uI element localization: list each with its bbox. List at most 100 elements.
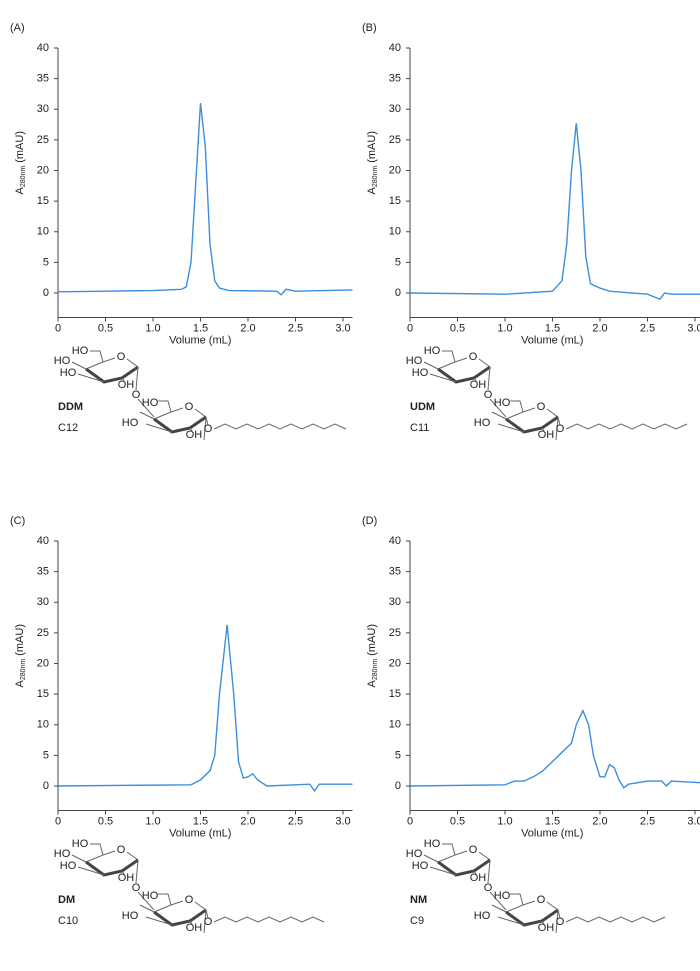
x-tick-label: 1.0	[497, 322, 512, 334]
y-axis-title-part: (mAU)	[14, 131, 26, 163]
bond	[555, 909, 559, 934]
y-tick-label: 20	[37, 657, 49, 669]
bond	[429, 373, 457, 383]
atom-label: O	[204, 423, 213, 435]
atom-label: OH	[118, 379, 135, 391]
bond	[505, 407, 536, 420]
bond	[85, 850, 116, 863]
bond	[487, 366, 491, 391]
alkyl-chain	[213, 916, 325, 923]
atom-label: OH	[470, 872, 487, 884]
line-series	[57, 624, 353, 793]
x-axis-title: Volume (mL)	[169, 827, 231, 839]
x-tick-label: 0.5	[450, 322, 465, 334]
atom-label: O	[185, 401, 194, 413]
y-tick-label: 35	[37, 566, 49, 578]
bond	[145, 916, 173, 926]
bond	[437, 357, 468, 370]
panel: (D) 0 5 10 15 20 25 30 35 40 0 0.5 1.0 1.5 2.0 2.5 3.0 Vo…	[362, 515, 700, 934]
atom-label: HO	[406, 355, 423, 367]
bond	[557, 416, 561, 426]
x-tick-label: 0	[55, 322, 61, 334]
bond	[437, 365, 491, 384]
bond	[77, 866, 105, 876]
x-tick-label: 0	[407, 815, 413, 827]
bond	[478, 358, 491, 368]
bond	[510, 893, 524, 906]
alkyl-chain	[565, 916, 666, 923]
atom-label: O	[469, 351, 478, 363]
x-tick-label: 0	[407, 322, 413, 334]
atom-label: OH	[186, 922, 203, 934]
x-tick-label: 2.5	[288, 322, 303, 334]
atom-label: HO	[72, 838, 89, 850]
panel: (C) 0 5 10 15 20 25 30 35 40 0 0.5 1.0 1.5 2.0 2.5 3.0 Vo…	[10, 515, 353, 934]
bond	[71, 361, 87, 370]
x-tick-label: 2.5	[640, 322, 655, 334]
atom-label: O	[556, 423, 565, 435]
bond	[153, 900, 184, 913]
bond	[203, 416, 207, 441]
x-tick-label: 2.0	[592, 322, 607, 334]
line-series	[409, 123, 700, 300]
chain-length: C11	[410, 422, 429, 434]
bond	[77, 373, 105, 383]
y-tick-label: 5	[43, 749, 49, 761]
y-tick-label: 10	[389, 226, 401, 238]
x-tick-label: 2.5	[640, 815, 655, 827]
atom-label: OH	[186, 429, 203, 441]
bond	[429, 866, 457, 876]
x-axis-title: Volume (mL)	[521, 334, 583, 346]
bond	[442, 843, 456, 856]
atom-label: HO	[474, 417, 491, 429]
bond	[85, 365, 139, 384]
bond	[478, 851, 491, 861]
bond	[489, 398, 507, 418]
atom-label: HO	[60, 860, 77, 872]
atom-label: O	[204, 916, 213, 928]
bond	[121, 870, 125, 875]
bond	[85, 858, 139, 877]
chain-length: C12	[58, 422, 78, 434]
y-tick-label: 30	[389, 596, 401, 608]
x-tick-label: 3.0	[687, 322, 700, 334]
y-tick-label: 35	[37, 73, 49, 85]
x-tick-label: 2.0	[592, 815, 607, 827]
x-tick-label: 1.0	[497, 815, 512, 827]
bond	[194, 901, 207, 911]
atom-label: O	[117, 844, 126, 856]
x-tick-label: 1.5	[545, 815, 560, 827]
atom-label: HO	[122, 417, 139, 429]
y-axis-title: A280nm (mAU)	[14, 131, 27, 195]
bond	[423, 854, 439, 863]
bond	[487, 859, 491, 884]
bond	[557, 909, 561, 919]
panel: (B) 0 5 10 15 20 25 30 35 40 0 0.5 1.0 1.5 2.0 2.5 3.0 Vo…	[362, 22, 700, 441]
y-tick-label: 10	[37, 719, 49, 731]
x-axis-title: Volume (mL)	[521, 827, 583, 839]
bond	[546, 901, 559, 911]
atom-label: HO	[406, 848, 423, 860]
x-tick-label: 0.5	[98, 815, 113, 827]
y-tick-label: 30	[37, 596, 49, 608]
y-axis-title-part: (mAU)	[366, 131, 378, 163]
atom-label: O	[117, 351, 126, 363]
bond	[194, 408, 207, 418]
detergent-name: DDM	[58, 401, 83, 413]
bond	[505, 900, 536, 913]
y-tick-label: 15	[389, 195, 401, 207]
bond	[489, 891, 507, 911]
bond	[71, 854, 87, 863]
x-tick-label: 0.5	[450, 815, 465, 827]
atom-label: OH	[470, 379, 487, 391]
x-tick-label: 1.5	[193, 322, 208, 334]
bond	[135, 366, 139, 391]
bond	[473, 377, 477, 382]
atom-label: HO	[60, 367, 77, 379]
y-tick-label: 30	[37, 103, 49, 115]
atom-label: O	[537, 401, 546, 413]
bond	[189, 427, 193, 432]
y-tick-label: 25	[389, 134, 401, 146]
